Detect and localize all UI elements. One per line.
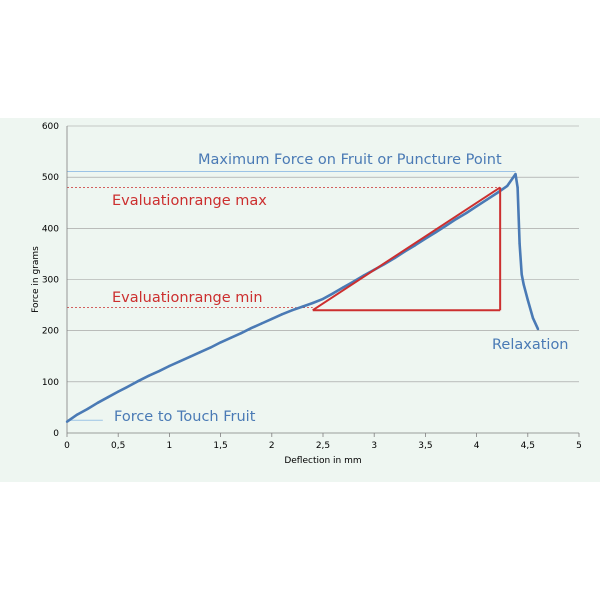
data-point — [76, 413, 79, 416]
data-point — [506, 184, 509, 188]
data-point — [229, 336, 232, 339]
data-point — [495, 191, 499, 195]
data-point — [117, 390, 120, 393]
data-point — [239, 332, 243, 335]
y-tick-labels: 0 100 200 300 400 500 600 — [42, 122, 59, 439]
y-tick-label: 100 — [42, 378, 59, 388]
y-tick-label: 200 — [42, 327, 59, 337]
data-point — [424, 237, 427, 240]
data-point — [514, 172, 517, 176]
evaluation-slope-line — [312, 186, 501, 312]
data-point — [485, 198, 488, 201]
x-tick-label: 2 — [269, 441, 275, 451]
x-tick-label: 4,5 — [521, 441, 535, 451]
y-tick-label: 400 — [42, 224, 59, 234]
data-point — [465, 211, 468, 215]
y-tick-label: 0 — [53, 429, 59, 439]
data-point — [168, 364, 171, 368]
data-point — [475, 205, 478, 208]
max-force-annotation: Maximum Force on Fruit or Puncture Point — [198, 152, 502, 168]
touch-annotation: Force to Touch Fruit — [114, 409, 256, 425]
x-tick-label: 0,5 — [111, 441, 125, 451]
data-point — [321, 297, 325, 301]
data-point — [198, 351, 202, 354]
data-point — [454, 217, 458, 221]
y-tick-label: 500 — [42, 173, 59, 183]
eval-max-annotation: Evaluationrange max — [112, 193, 267, 209]
data-point — [516, 186, 519, 189]
force-series-line — [66, 172, 540, 423]
y-tick-label: 300 — [42, 276, 59, 286]
x-tick-label: 3 — [371, 441, 377, 451]
y-axis-title: Force in grams — [31, 246, 41, 313]
data-point — [301, 305, 304, 308]
data-point — [86, 407, 89, 411]
data-point — [291, 309, 294, 312]
x-tick-labels: 0 0,5 1 1,5 2 2,5 3 3,5 4 4,5 5 — [64, 433, 582, 451]
data-point — [178, 360, 181, 363]
x-axis-title: Deflection in mm — [284, 456, 361, 466]
data-point — [270, 317, 273, 321]
data-point — [522, 283, 525, 286]
data-point — [444, 224, 448, 227]
x-tick-label: 2,5 — [316, 441, 330, 451]
gridlines — [67, 125, 579, 383]
data-point — [526, 298, 529, 302]
data-point — [65, 420, 69, 423]
x-tick-label: 3,5 — [418, 441, 432, 451]
data-point — [520, 273, 523, 276]
y-tick-label: 600 — [42, 122, 59, 132]
data-point — [158, 369, 161, 373]
chart-area: 0 100 200 300 400 500 600 0 0,5 1 1,5 2 2,5 3 3,5 4 4,5… — [0, 118, 600, 482]
data-point — [127, 385, 130, 388]
data-point — [209, 346, 212, 349]
force-deflection-chart: 0 100 200 300 400 500 600 0 0,5 1 1,5 2 2,5 3 3,5 4 4,5… — [31, 122, 582, 466]
x-tick-label: 4 — [474, 441, 480, 451]
x-tick-label: 1 — [167, 441, 173, 451]
annotations: Maximum Force on Fruit or Puncture Point… — [112, 152, 569, 425]
data-point — [280, 313, 284, 316]
data-point — [531, 316, 535, 320]
data-point — [434, 231, 437, 234]
data-point — [332, 292, 335, 295]
relaxation-annotation: Relaxation — [492, 337, 569, 353]
data-point — [536, 327, 540, 331]
data-point — [137, 379, 140, 382]
x-tick-label: 1,5 — [213, 441, 227, 451]
evaluation-triangle — [312, 186, 502, 312]
data-point — [188, 355, 192, 358]
data-point — [311, 301, 314, 305]
data-point — [96, 401, 99, 404]
data-point — [250, 326, 253, 330]
x-tick-label: 5 — [576, 441, 582, 451]
data-point — [147, 374, 151, 377]
reference-lines — [67, 171, 516, 421]
data-point — [219, 341, 222, 344]
x-tick-label: 0 — [64, 441, 70, 451]
data-point — [518, 242, 521, 245]
data-point — [260, 322, 263, 325]
data-point — [106, 396, 110, 399]
eval-min-annotation: Evaluationrange min — [112, 290, 263, 306]
data-point — [342, 286, 345, 289]
